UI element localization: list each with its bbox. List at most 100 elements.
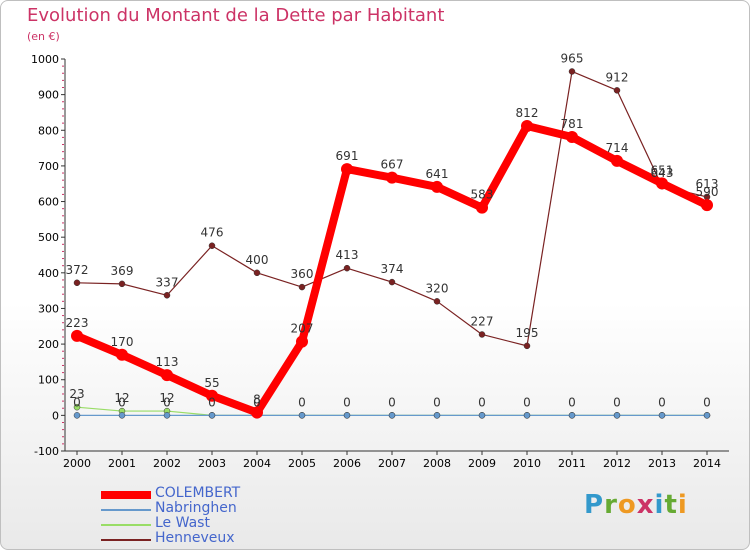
data-point [523,342,531,350]
data-point [613,412,621,419]
data-label: 113 [156,355,179,369]
x-tick-label: 2010 [513,457,541,470]
data-point [613,87,621,94]
series-line-henneveux [76,70,708,347]
data-point [116,348,128,361]
data-point [658,412,666,419]
data-label: 590 [696,185,719,199]
x-tick-label: 2002 [153,457,181,470]
y-tick-label: 300 [38,302,59,315]
data-label: 0 [298,395,306,409]
data-label: 400 [246,253,269,267]
x-tick-label: 2006 [333,457,361,470]
data-point [73,403,81,411]
data-point [476,201,488,214]
y-tick-label: 200 [38,338,59,351]
data-point [566,131,578,144]
data-point [73,412,81,419]
data-label: 0 [433,395,441,409]
data-label: 207 [291,322,314,336]
data-point [73,279,81,287]
proxiti-logo: Proxiti [584,490,688,520]
data-point [206,389,218,402]
legend-label: COLEMBERT [155,485,241,501]
y-tick-label: 800 [38,124,59,137]
data-point [296,335,308,348]
data-point [388,278,396,286]
data-point [433,298,441,305]
data-point [386,171,398,184]
data-point [521,119,533,132]
data-label: 781 [561,117,584,131]
data-point [478,412,486,419]
data-point [298,283,306,291]
data-label: 912 [606,70,629,84]
data-point [208,412,216,419]
data-point [656,177,668,190]
x-tick-label: 2000 [63,457,91,470]
data-point [568,412,576,419]
data-label: 965 [561,51,584,65]
data-label: 667 [381,158,404,172]
data-label: 320 [426,281,449,295]
data-point [118,280,126,288]
data-label: 374 [381,262,404,276]
data-point [523,412,531,419]
data-point [478,331,486,338]
legend-label: Nabringhen [155,500,237,516]
x-tick-label: 2012 [603,457,631,470]
data-label: 651 [651,163,674,177]
y-tick-label: 400 [38,267,59,280]
data-point [253,269,261,277]
data-point [71,329,83,342]
y-tick-label: 100 [38,374,59,387]
data-label: 12 [159,391,174,405]
data-label: 0 [658,395,666,409]
data-point [433,412,441,419]
data-label: 691 [336,149,359,163]
x-tick-label: 2014 [693,457,721,470]
data-point [163,412,171,419]
data-point [703,412,711,419]
data-label: 372 [66,263,89,277]
x-tick-label: 2013 [648,457,676,470]
data-label: 476 [201,226,224,240]
legend-label: Henneveux [155,530,235,546]
x-tick-label: 2001 [108,457,136,470]
data-point [251,406,263,419]
data-label: 23 [69,387,84,401]
legend-swatch [101,524,151,526]
data-point [208,242,216,249]
y-tick-label: 500 [38,231,59,244]
legend-swatch [101,491,151,499]
x-tick-label: 2011 [558,457,586,470]
data-label: 0 [478,395,486,409]
data-label: 0 [568,395,576,409]
data-label: 170 [111,335,134,349]
data-point [431,180,443,193]
y-tick-label: 1000 [31,53,59,66]
data-label: 0 [343,395,351,409]
data-label: 337 [156,275,179,289]
data-label: 195 [516,326,539,340]
data-point [568,68,576,75]
data-point [343,264,351,272]
legend-label: Le Wast [155,515,210,531]
chart-subtitle: (en €) [27,30,60,43]
data-point [611,154,623,167]
x-tick-label: 2005 [288,457,316,470]
data-label: 360 [291,267,314,281]
data-label: 0 [523,395,531,409]
data-point [163,292,171,299]
legend-swatch [101,509,151,511]
x-tick-label: 2008 [423,457,451,470]
data-label: 12 [114,391,129,405]
data-label: 714 [606,141,629,155]
y-tick-label: 900 [38,89,59,102]
chart-title: Evolution du Montant de la Dette par Hab… [27,5,445,26]
y-tick-label: 0 [52,409,59,422]
data-point [701,199,713,212]
data-label: 413 [336,248,359,262]
